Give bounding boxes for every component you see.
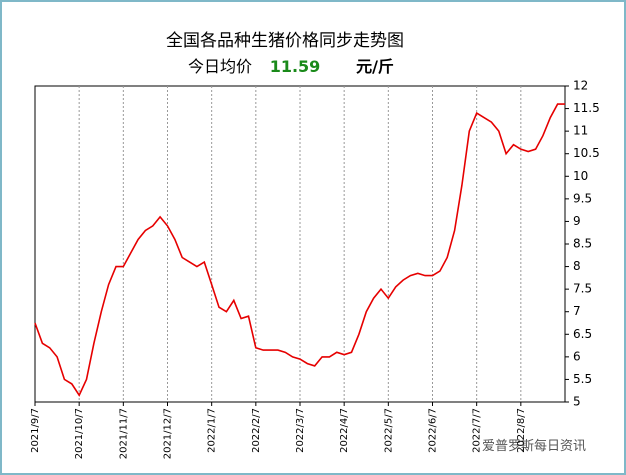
x-tick-label: 2022/6/7 xyxy=(428,408,439,453)
x-tick-label: 2022/7/7 xyxy=(472,408,483,453)
price-line xyxy=(34,103,565,397)
subtitle: 今日均价 xyxy=(188,57,252,76)
y-tick-label: 5 xyxy=(573,395,581,409)
current-price: 11.59 xyxy=(270,57,321,76)
y-tick-label: 7 xyxy=(573,304,581,318)
x-tick-label: 2022/4/7 xyxy=(339,408,350,453)
y-tick-label: 10.5 xyxy=(573,146,600,160)
chart-title: 全国各品种生猪价格同步走势图 xyxy=(166,31,404,51)
x-tick-label: 2022/3/7 xyxy=(295,408,306,453)
y-tick-label: 8.5 xyxy=(573,237,592,251)
y-tick-label: 11.5 xyxy=(573,101,600,115)
x-tick-label: 2021/10/7 xyxy=(74,408,85,459)
x-tick-label: 2022/2/7 xyxy=(251,408,262,453)
y-tick-label: 10 xyxy=(573,169,588,183)
y-tick-label: 6 xyxy=(573,349,581,363)
y-tick-label: 6.5 xyxy=(573,327,592,341)
y-tick-label: 9 xyxy=(573,214,581,228)
x-tick-label: 2022/1/7 xyxy=(207,408,218,453)
y-tick-label: 7.5 xyxy=(573,282,592,296)
y-tick-label: 8 xyxy=(573,259,581,273)
watermark: 爱普罗斯每日资讯 xyxy=(482,438,586,454)
y-tick-label: 9.5 xyxy=(573,191,592,205)
x-tick-label: 2021/11/7 xyxy=(118,408,129,459)
unit: 元/斤 xyxy=(356,57,394,76)
y-tick-label: 5.5 xyxy=(573,372,592,386)
x-tick-label: 2021/12/7 xyxy=(163,408,174,459)
x-tick-label: 2021/9/7 xyxy=(30,408,41,453)
y-tick-label: 11 xyxy=(573,124,588,138)
x-tick-label: 2022/5/7 xyxy=(383,408,394,453)
y-tick-label: 12 xyxy=(573,79,588,93)
x-tick-label: 2022/8/7 xyxy=(516,408,527,453)
